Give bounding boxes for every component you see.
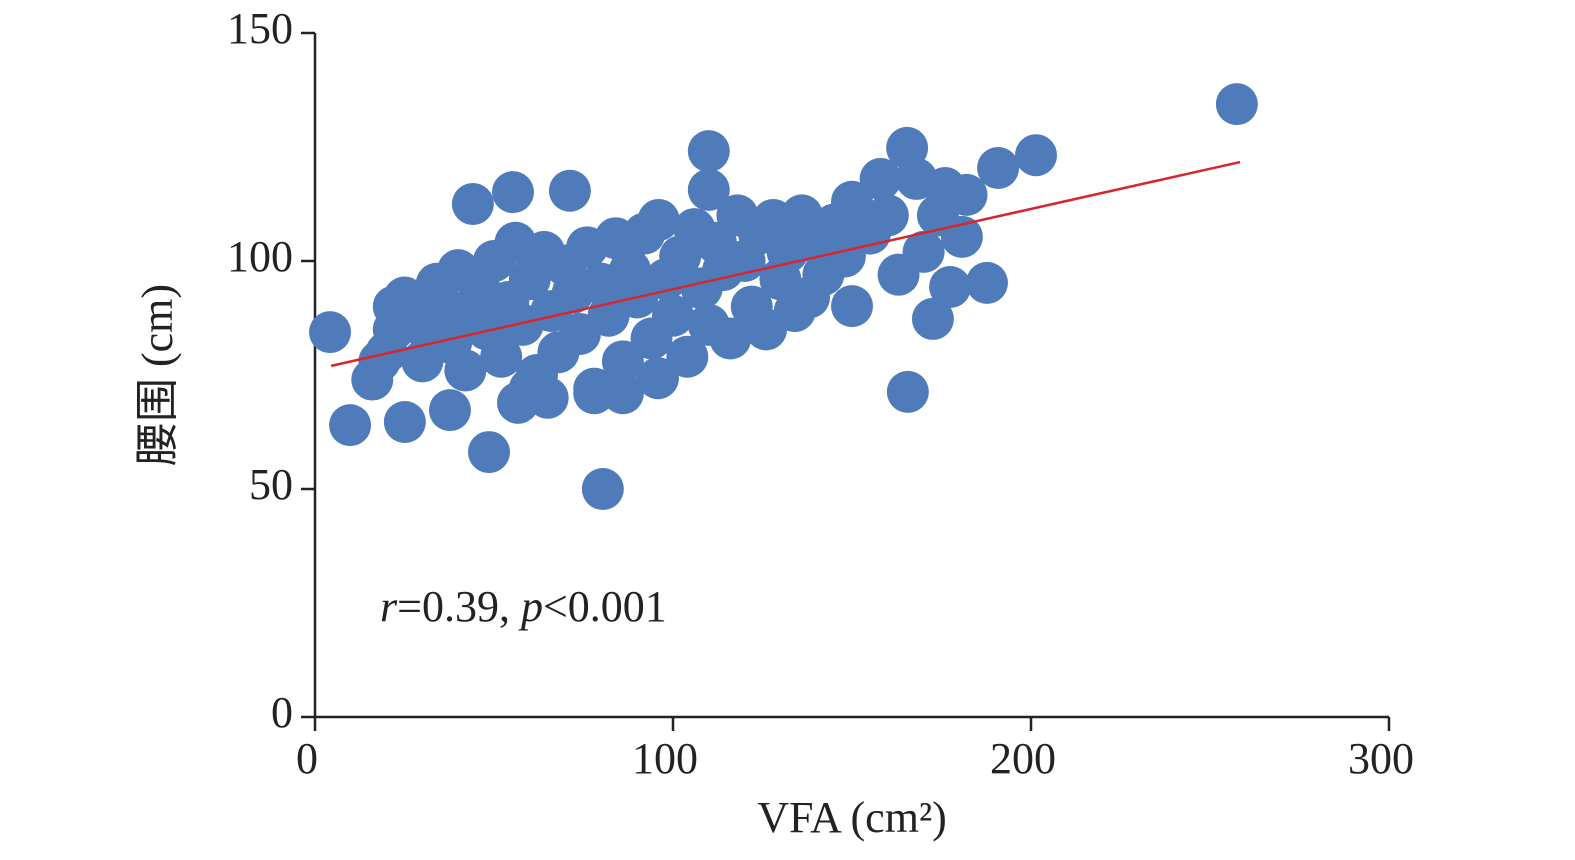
y-tick-label: 50: [249, 460, 293, 509]
point: [1215, 83, 1258, 126]
point: [309, 311, 352, 354]
point: [526, 376, 569, 419]
point: [859, 157, 902, 200]
annotation-part: <0.001: [543, 582, 667, 631]
point: [709, 317, 752, 360]
annotation-part: r: [380, 582, 398, 631]
point: [467, 431, 510, 474]
point: [480, 335, 523, 378]
point: [687, 168, 730, 211]
point: [902, 230, 945, 273]
annotation: r=0.39, p<0.001: [380, 582, 667, 631]
y-axis-label: 腰围 (cm): [133, 284, 182, 466]
point: [886, 370, 929, 413]
x-tick-label: 0: [296, 734, 318, 783]
point: [929, 265, 972, 308]
point: [977, 146, 1020, 189]
point: [1015, 134, 1058, 177]
point: [652, 294, 694, 337]
point: [831, 180, 873, 223]
point: [637, 198, 680, 241]
point: [428, 389, 471, 432]
point: [491, 171, 534, 214]
point: [383, 400, 426, 443]
y-tick-label: 100: [227, 232, 293, 281]
x-tick-label: 300: [1348, 734, 1414, 783]
y-tick-label: 150: [227, 4, 293, 53]
point: [581, 468, 624, 510]
point: [666, 335, 709, 378]
point: [358, 340, 401, 383]
trend-line: [330, 160, 1241, 368]
annotation-part: p: [518, 582, 543, 631]
point: [329, 404, 372, 447]
y-tick-label: 0: [271, 688, 293, 737]
annotation-part: =0.39,: [397, 582, 521, 631]
point: [601, 372, 644, 415]
point: [911, 297, 954, 340]
point: [601, 340, 644, 383]
x-axis-label: VFA (cm²): [757, 793, 947, 842]
x-tick-label: 100: [632, 734, 698, 783]
point: [548, 169, 591, 212]
point: [965, 261, 1008, 304]
point: [636, 357, 679, 400]
point: [451, 183, 494, 225]
x-tick-label: 200: [990, 734, 1056, 783]
point: [444, 349, 487, 392]
point: [831, 285, 873, 328]
point: [924, 167, 967, 210]
point: [687, 130, 730, 173]
point: [866, 194, 909, 237]
